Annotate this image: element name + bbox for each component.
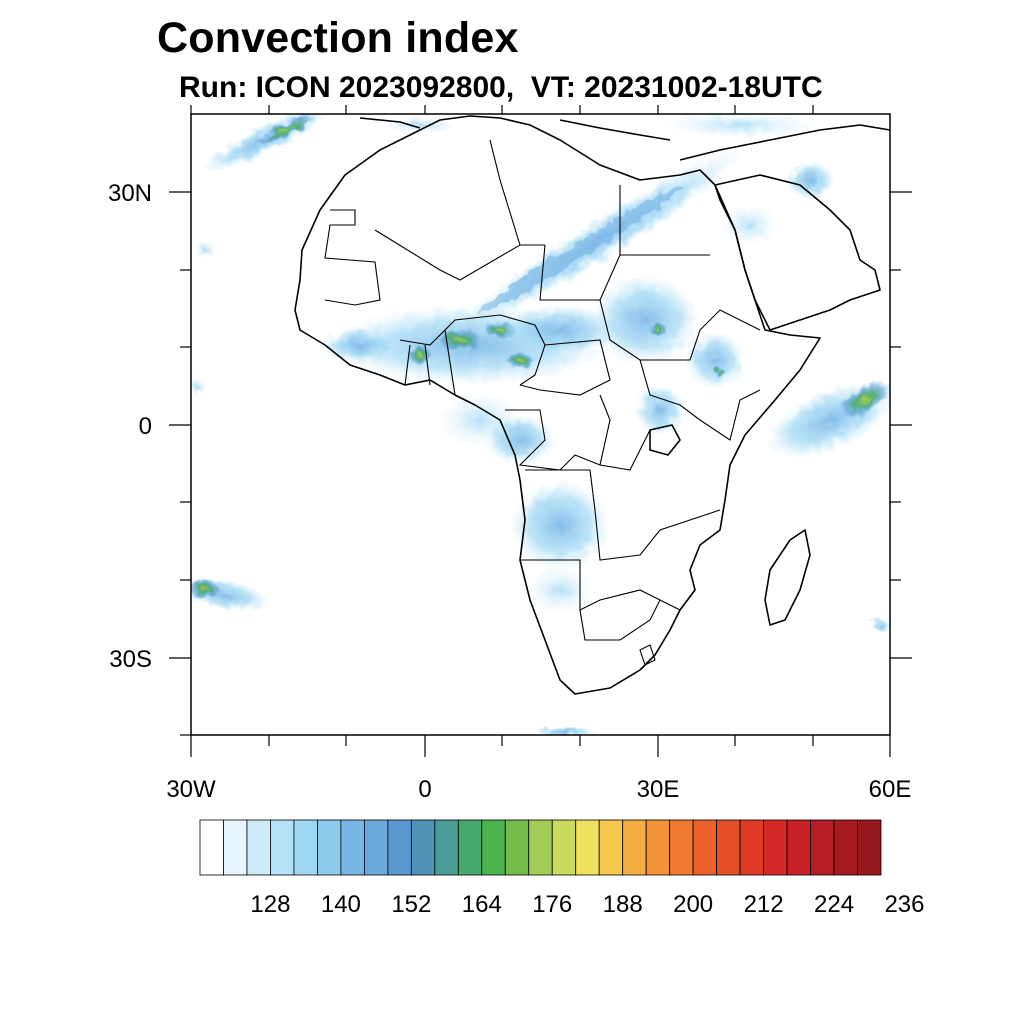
colorbar-swatch [575, 819, 600, 876]
colorbar-swatch [199, 819, 224, 876]
colorbar-swatch [857, 819, 882, 876]
africa-coastline [294, 115, 821, 695]
country-borders [324, 139, 761, 666]
chart-title: Convection index [157, 14, 519, 62]
colorbar-label: 176 [532, 891, 572, 918]
colorbar-label: 164 [462, 891, 502, 918]
convection-band-sahara [455, 148, 745, 332]
colorbar-label: 152 [391, 891, 431, 918]
colorbar-swatch [833, 819, 858, 876]
colorbar-swatch [528, 819, 553, 876]
madagascar [764, 529, 811, 626]
axis-ticks [169, 105, 912, 757]
colorbar-swatch [669, 819, 694, 876]
colorbar-swatch [317, 819, 342, 876]
colorbar-label: 128 [250, 891, 290, 918]
colorbar-label: 224 [814, 891, 854, 918]
colorbar-swatch [246, 819, 271, 876]
colorbar-label: 140 [321, 891, 361, 918]
colorbar-label: 236 [884, 891, 924, 918]
colorbar-swatch [270, 819, 295, 876]
colorbar-swatch [598, 819, 624, 876]
colorbar-swatch [551, 819, 577, 876]
colorbar-swatch [716, 819, 741, 876]
colorbar-swatch [340, 819, 365, 876]
colorbar-swatch [763, 819, 788, 876]
convection-atlantic-north [201, 114, 329, 173]
colorbar-swatch [293, 819, 318, 876]
colorbar-swatch [457, 819, 483, 876]
colorbar-swatch [739, 819, 764, 876]
colorbar: 128 140 152 164 176 188 200 212 224 236 [199, 819, 925, 918]
lon-label-0: 0 [418, 776, 431, 803]
convection-band-sahel [320, 305, 620, 385]
colorbar-swatch [387, 819, 412, 876]
colorbar-label: 188 [603, 891, 643, 918]
convection-atlantic-south [191, 578, 270, 612]
colorbar-swatch [645, 819, 671, 876]
colorbar-swatch [786, 819, 811, 876]
lat-label-30s: 30S [109, 646, 152, 673]
chart-subtitle: Run: ICON 2023092800, VT: 20231002-18UTC [179, 71, 823, 104]
colorbar-swatch [504, 819, 530, 876]
colorbar-swatch [810, 819, 835, 876]
lon-label-30e: 30E [637, 776, 680, 803]
colorbar-swatch [481, 819, 506, 876]
colorbar-label: 212 [744, 891, 784, 918]
colorbar-label: 200 [673, 891, 713, 918]
colorbar-swatch [434, 819, 459, 876]
convection-indian-ocean [764, 380, 890, 459]
lat-label-30n: 30N [108, 180, 152, 207]
lon-label-30w: 30W [166, 776, 216, 803]
lon-label-60e: 60E [869, 776, 912, 803]
colorbar-swatch [363, 819, 389, 876]
colorbar-swatch [223, 819, 248, 876]
colorbar-swatch [410, 819, 436, 876]
colorbar-swatch [622, 819, 647, 876]
colorbar-swatch [692, 819, 718, 876]
lat-label-0: 0 [139, 413, 152, 440]
